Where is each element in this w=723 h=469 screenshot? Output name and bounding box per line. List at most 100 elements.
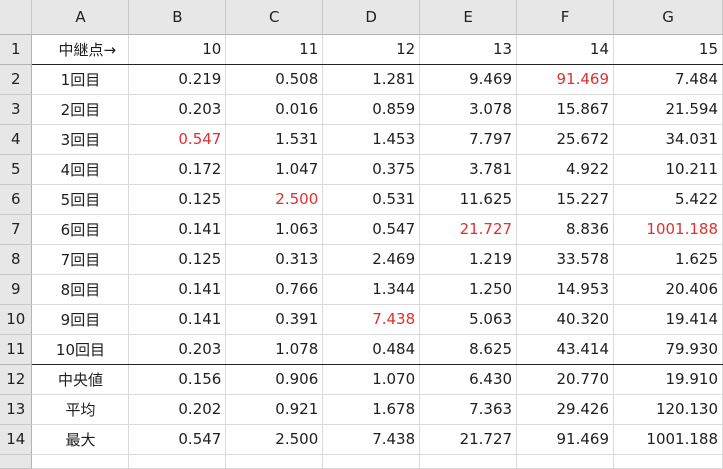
column-header-b[interactable]: B [128, 0, 227, 35]
cell-f[interactable]: 4.922 [516, 154, 614, 185]
cell-d[interactable]: 7.438 [322, 424, 421, 455]
cell-g[interactable]: 19.414 [613, 304, 723, 335]
cell-c[interactable]: 0.508 [225, 64, 324, 95]
column-header-e[interactable]: E [419, 0, 518, 35]
cell[interactable] [128, 454, 227, 469]
cell-e[interactable]: 1.250 [419, 274, 518, 305]
cell-f[interactable]: 14.953 [516, 274, 614, 305]
cell-a-label[interactable]: 中継点→ [31, 34, 130, 65]
cell-b[interactable]: 0.547 [128, 124, 227, 155]
cell-f[interactable]: 14 [516, 34, 614, 65]
cell-e[interactable]: 7.797 [419, 124, 518, 155]
cell-b[interactable]: 0.203 [128, 334, 227, 365]
row-header[interactable]: 9 [0, 274, 33, 305]
row-header[interactable]: 13 [0, 394, 33, 425]
cell-b[interactable]: 0.172 [128, 154, 227, 185]
cell-c[interactable]: 1.531 [225, 124, 324, 155]
column-header-f[interactable]: F [516, 0, 614, 35]
cell-d[interactable]: 0.547 [322, 214, 421, 245]
cell-c[interactable]: 0.906 [225, 364, 324, 395]
cell-f[interactable]: 15.227 [516, 184, 614, 215]
cell-g[interactable]: 1001.188 [613, 214, 723, 245]
cell-f[interactable]: 43.414 [516, 334, 614, 365]
row-header[interactable]: 1 [0, 34, 33, 65]
cell-e[interactable]: 5.063 [419, 304, 518, 335]
cell-f[interactable]: 15.867 [516, 94, 614, 125]
row-header[interactable]: 8 [0, 244, 33, 275]
cell-a-label[interactable]: 1回目 [31, 64, 130, 95]
cell-g[interactable]: 79.930 [613, 334, 723, 365]
row-header[interactable]: 7 [0, 214, 33, 245]
cell-a-label[interactable]: 最大 [31, 424, 130, 455]
cell-a-label[interactable]: 3回目 [31, 124, 130, 155]
cell-c[interactable]: 0.016 [225, 94, 324, 125]
cell-d[interactable]: 1.281 [322, 64, 421, 95]
cell-b[interactable]: 0.219 [128, 64, 227, 95]
cell-a-label[interactable]: 10回目 [31, 334, 130, 365]
cell[interactable] [322, 454, 421, 469]
cell-b[interactable]: 0.141 [128, 274, 227, 305]
cell-d[interactable]: 0.375 [322, 154, 421, 185]
cell-e[interactable]: 1.219 [419, 244, 518, 275]
row-header[interactable]: 3 [0, 94, 33, 125]
cell-a-label[interactable]: 2回目 [31, 94, 130, 125]
cell-d[interactable]: 7.438 [322, 304, 421, 335]
cell-e[interactable]: 21.727 [419, 214, 518, 245]
cell-f[interactable]: 40.320 [516, 304, 614, 335]
cell-f[interactable]: 20.770 [516, 364, 614, 395]
cell-g[interactable]: 15 [613, 34, 723, 65]
cell-b[interactable]: 0.125 [128, 184, 227, 215]
cell[interactable] [225, 454, 324, 469]
cell-d[interactable]: 12 [322, 34, 421, 65]
cell-d[interactable]: 0.484 [322, 334, 421, 365]
cell-g[interactable]: 5.422 [613, 184, 723, 215]
cell-f[interactable]: 29.426 [516, 394, 614, 425]
cell-d[interactable]: 0.531 [322, 184, 421, 215]
cell-c[interactable]: 0.921 [225, 394, 324, 425]
cell-f[interactable]: 25.672 [516, 124, 614, 155]
cell-f[interactable]: 8.836 [516, 214, 614, 245]
cell[interactable] [516, 454, 614, 469]
cell-f[interactable]: 91.469 [516, 424, 614, 455]
cell-d[interactable]: 1.344 [322, 274, 421, 305]
select-all-corner[interactable] [0, 0, 33, 35]
column-header-d[interactable]: D [322, 0, 421, 35]
cell-b[interactable]: 0.141 [128, 304, 227, 335]
cell-a-label[interactable]: 5回目 [31, 184, 130, 215]
cell-g[interactable]: 20.406 [613, 274, 723, 305]
cell-g[interactable]: 120.130 [613, 394, 723, 425]
cell-f[interactable]: 91.469 [516, 64, 614, 95]
cell[interactable] [613, 454, 723, 469]
cell-d[interactable]: 1.453 [322, 124, 421, 155]
cell-e[interactable]: 9.469 [419, 64, 518, 95]
row-header[interactable] [0, 454, 33, 469]
row-header[interactable]: 5 [0, 154, 33, 185]
column-header-g[interactable]: G [613, 0, 723, 35]
cell-c[interactable]: 1.063 [225, 214, 324, 245]
cell-g[interactable]: 10.211 [613, 154, 723, 185]
cell-c[interactable]: 0.313 [225, 244, 324, 275]
cell-b[interactable]: 10 [128, 34, 227, 65]
cell-e[interactable]: 7.363 [419, 394, 518, 425]
cell-a-label[interactable]: 4回目 [31, 154, 130, 185]
cell-g[interactable]: 1.625 [613, 244, 723, 275]
cell-c[interactable]: 1.078 [225, 334, 324, 365]
row-header[interactable]: 11 [0, 334, 33, 365]
cell-c[interactable]: 2.500 [225, 424, 324, 455]
cell-d[interactable]: 0.859 [322, 94, 421, 125]
cell-e[interactable]: 3.781 [419, 154, 518, 185]
column-header-c[interactable]: C [225, 0, 324, 35]
cell-e[interactable]: 11.625 [419, 184, 518, 215]
cell-c[interactable]: 0.766 [225, 274, 324, 305]
cell-e[interactable]: 3.078 [419, 94, 518, 125]
row-header[interactable]: 10 [0, 304, 33, 335]
cell[interactable] [419, 454, 518, 469]
cell-c[interactable]: 0.391 [225, 304, 324, 335]
cell-a-label[interactable]: 9回目 [31, 304, 130, 335]
row-header[interactable]: 4 [0, 124, 33, 155]
cell-b[interactable]: 0.203 [128, 94, 227, 125]
cell-d[interactable]: 2.469 [322, 244, 421, 275]
cell-b[interactable]: 0.156 [128, 364, 227, 395]
cell-f[interactable]: 33.578 [516, 244, 614, 275]
cell-c[interactable]: 1.047 [225, 154, 324, 185]
